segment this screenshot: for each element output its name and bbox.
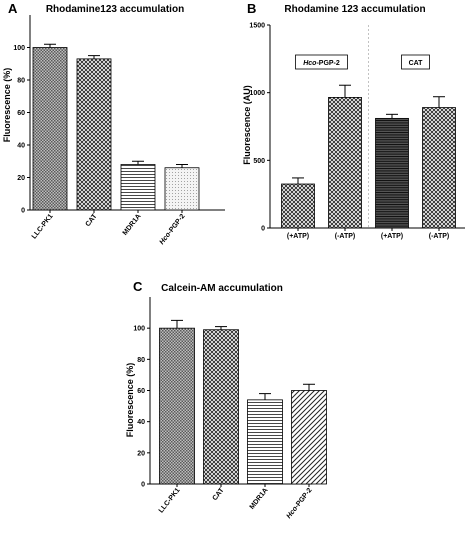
panel-b-x-tick-label: (-ATP): [429, 233, 449, 240]
panel-b-bar: [375, 117, 409, 229]
panel-a-y-tick-label: 20: [17, 175, 25, 182]
panel-b-y-tick-label: 500: [253, 158, 265, 165]
panel-c-y-tick-label: 60: [137, 388, 145, 395]
panel-b-bar: [422, 107, 456, 229]
panel-b-y-tick-label: 1500: [249, 23, 265, 30]
panel-a-x-tick-label: LLC-PK1: [31, 213, 55, 241]
panel-a-bar: [32, 47, 68, 211]
panel-b-letter: B: [247, 1, 256, 16]
panel-c-x-tick-label: MDR1A: [249, 487, 270, 511]
panel-b-y-tick-label: 1000: [249, 90, 265, 97]
panel-a-marks: 0 20 40 60 80 100 LLC-PK1 CAT MDR1A Hco-PGP-2: [13, 15, 225, 246]
panel-a-letter: A: [8, 1, 18, 16]
panel-a-y-tick-label: 80: [17, 78, 25, 85]
panel-c-y-tick-label: 0: [141, 482, 145, 489]
panel-c-x-tick-label: CAT: [212, 486, 226, 502]
panel-b-bar: [328, 97, 362, 229]
panel-a-y-tick-label: 60: [17, 110, 25, 117]
panel-b-x-tick-label: (+ATP): [381, 233, 403, 240]
panel-c-bar: [291, 390, 327, 485]
panel-b-group-label: CAT: [409, 60, 424, 67]
panel-c-x-tick-label: LLC-PK1: [158, 487, 182, 515]
panel-b-y-axis-title: Fluorescence (AU): [242, 85, 252, 165]
panel-a-x-tick-label: CAT: [85, 212, 99, 228]
panel-a-bar: [164, 167, 200, 211]
panel-a-title: Rhodamine123 accumulation: [46, 4, 184, 15]
panel-a-y-axis-title: Fluorescence (%): [2, 68, 12, 143]
panel-c-bar: [203, 329, 239, 485]
panel-c-y-tick-label: 20: [137, 450, 145, 457]
panel-b-y-tick-label: 0: [261, 226, 265, 233]
panel-a-y-tick-label: 0: [21, 208, 25, 215]
panel-c-y-axis-title: Fluorescence (%): [125, 363, 135, 438]
panel-a-y-tick-label: 40: [17, 143, 25, 150]
panel-b-group-label: Hco-PGP-2: [303, 60, 340, 67]
panel-c-x-tick-label: Hco-PGP-2: [286, 487, 314, 520]
panel-b-group-label-box: [401, 54, 430, 70]
panel-b-title: Rhodamine 123 accumulation: [284, 4, 425, 15]
panel-b-x-tick-label: (-ATP): [335, 233, 355, 240]
panel-c-y-tick-label: 80: [137, 357, 145, 364]
panel-c-y-tick-label: 100: [133, 326, 145, 333]
panel-b: B Rhodamine 123 accumulation Fluorescenc…: [242, 1, 465, 240]
panel-b-x-tick-label: (+ATP): [287, 233, 309, 240]
panel-c-marks: 0 20 40 60 80 100 LLC-PK1 CAT MDR1A Hco-PGP-2: [133, 297, 327, 520]
panel-c-y-tick-label: 40: [137, 419, 145, 426]
panel-a-bar: [120, 164, 156, 211]
panel-c-bar: [247, 399, 283, 485]
panel-c-title: Calcein-AM accumulation: [161, 283, 283, 294]
panel-a: A Rhodamine123 accumulation Fluorescence…: [2, 1, 225, 246]
panel-a-x-tick-label: MDR1A: [122, 213, 143, 237]
panel-a-y-tick-label: 100: [13, 45, 25, 52]
panel-c-bar: [159, 327, 195, 485]
panel-c: C Calcein-AM accumulation Fluorescence (…: [125, 279, 327, 520]
panel-a-bar: [76, 58, 112, 211]
panel-c-letter: C: [133, 279, 143, 294]
panel-a-x-tick-label: Hco-PGP-2: [159, 213, 187, 246]
panel-b-marks: 0 500 1000 1500 (+ATP) (-ATP) (+ATP) (-ATP) Hco-…: [249, 23, 465, 240]
panel-b-group-label-box: [295, 54, 348, 70]
panel-b-bar: [281, 183, 315, 229]
